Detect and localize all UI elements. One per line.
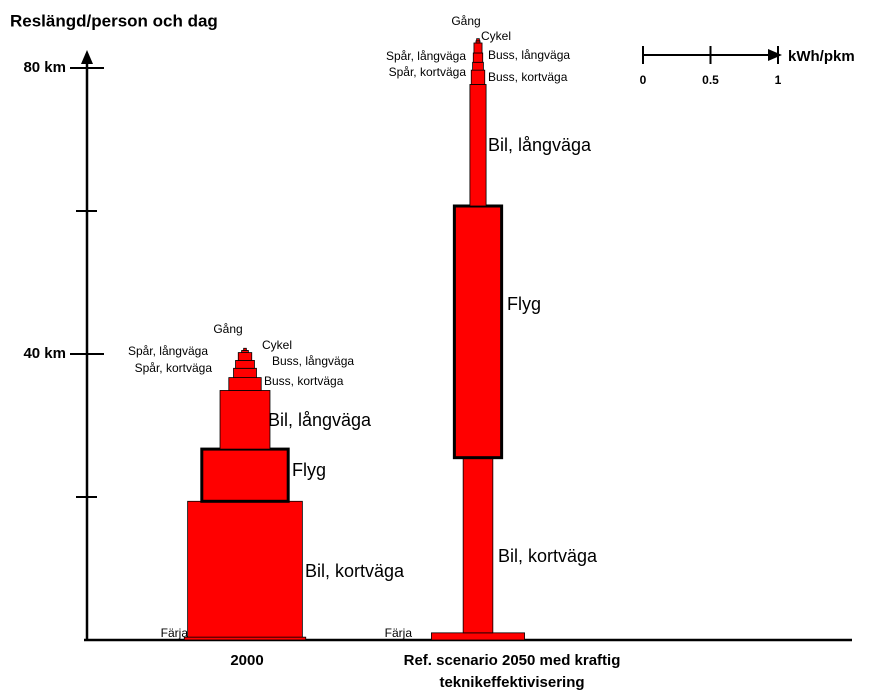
scale-arrow <box>768 49 782 61</box>
category-label: Ref. scenario 2050 med kraftig <box>404 652 621 669</box>
segment <box>431 632 525 641</box>
segment <box>183 636 307 641</box>
segment <box>228 377 262 391</box>
segment <box>243 347 247 351</box>
y-tick-label: 40 km <box>23 345 66 362</box>
segment <box>233 367 257 378</box>
segment <box>187 500 303 638</box>
segment-label: Bil, kortväga <box>498 546 598 566</box>
segment <box>237 352 253 361</box>
segment-label: Flyg <box>292 460 326 480</box>
segment <box>219 390 271 450</box>
segment-label: Spår, kortväga <box>389 65 467 79</box>
segment-label: Flyg <box>507 294 541 314</box>
segment <box>470 69 486 85</box>
segment <box>472 52 484 63</box>
segment <box>452 204 504 460</box>
segment-label: Gång <box>213 322 242 336</box>
segment-label: Cykel <box>262 338 292 352</box>
segment <box>235 360 255 369</box>
segment-label: Bil, kortväga <box>305 561 405 581</box>
segment <box>473 42 483 54</box>
y-axis-arrow <box>81 50 93 64</box>
segment <box>469 84 487 207</box>
segment-label: Buss, kortväga <box>488 70 568 84</box>
segment-label: Buss, långväga <box>272 354 354 368</box>
scale-tick-label: 0 <box>640 73 647 87</box>
y-axis-title: Reslängd/person och dag <box>10 11 218 30</box>
segment <box>462 457 494 634</box>
segment <box>200 447 290 503</box>
segment-label: Bil, långväga <box>488 135 592 155</box>
segment-label: Färja <box>161 626 189 640</box>
scale-tick-label: 1 <box>775 73 782 87</box>
segment <box>476 38 480 42</box>
segment-label: Gång <box>451 14 480 28</box>
segment-label: Cykel <box>481 29 511 43</box>
segment-label: Färja <box>385 626 413 640</box>
segment <box>472 61 484 71</box>
segment-label: Spår, kortväga <box>135 361 213 375</box>
scale-tick-label: 0.5 <box>702 73 719 87</box>
segment-label: Spår, långväga <box>128 344 208 358</box>
category-label: 2000 <box>230 652 263 669</box>
segment-label: Bil, långväga <box>268 410 372 430</box>
segment-label: Spår, långväga <box>386 49 466 63</box>
y-tick-label: 80 km <box>23 59 66 76</box>
segment-label: Buss, kortväga <box>264 374 344 388</box>
segment-label: Buss, långväga <box>488 48 570 62</box>
scale-unit: kWh/pkm <box>788 48 855 65</box>
category-label: teknikeffektivisering <box>439 674 584 691</box>
